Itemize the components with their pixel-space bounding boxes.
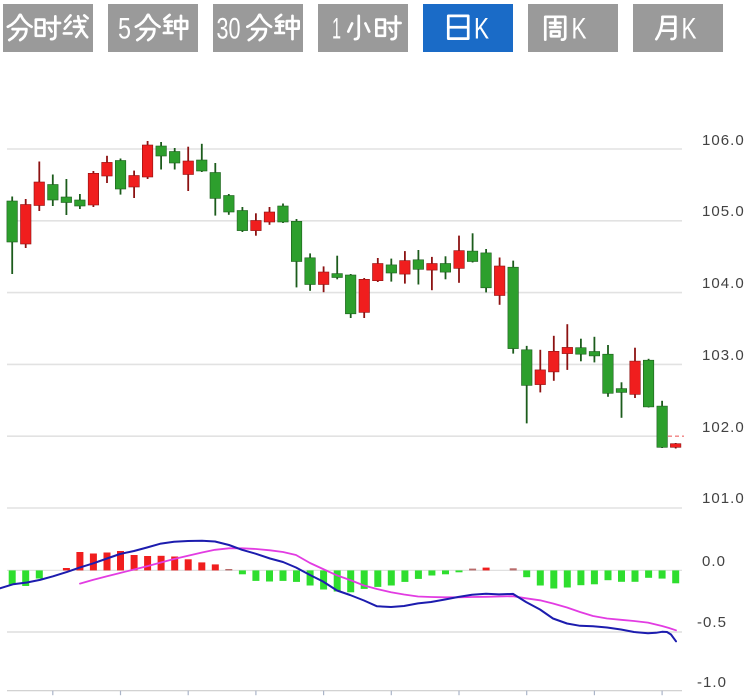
svg-text:K: K xyxy=(474,13,489,46)
svg-text:1: 1 xyxy=(332,13,341,46)
svg-text:30: 30 xyxy=(217,13,241,46)
svg-text:5: 5 xyxy=(118,13,131,46)
svg-text:K: K xyxy=(572,13,587,46)
svg-text:K: K xyxy=(682,13,697,46)
